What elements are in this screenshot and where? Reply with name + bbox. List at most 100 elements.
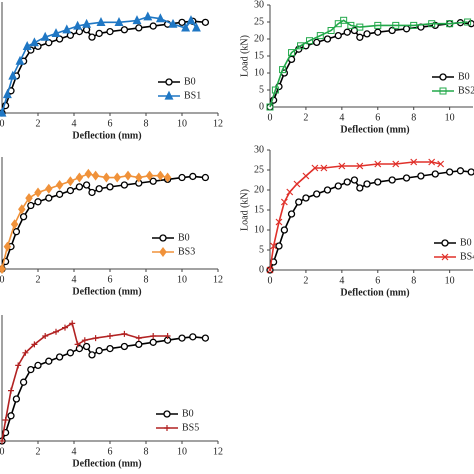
marker xyxy=(320,164,328,172)
marker xyxy=(201,18,210,27)
marker xyxy=(8,387,14,394)
marker xyxy=(95,185,103,193)
legend-marker xyxy=(439,73,447,81)
marker xyxy=(402,174,411,182)
y-tick-label: 30 xyxy=(254,0,264,10)
marker xyxy=(132,15,142,25)
marker xyxy=(42,333,49,339)
chart-panel: 0 2 4 6 8 10 12 Deflection (mm) B0 BS5 xyxy=(0,315,223,469)
marker xyxy=(82,18,92,28)
y-tick-label: 10 xyxy=(254,224,264,235)
marker xyxy=(374,178,382,186)
marker xyxy=(293,180,301,188)
marker xyxy=(374,21,382,29)
marker xyxy=(3,241,12,252)
legend-label: B0 xyxy=(184,76,196,87)
x-axis-label: Deflection (mm) xyxy=(72,458,141,469)
x-tick-label: 10 xyxy=(445,275,455,286)
marker xyxy=(88,351,96,359)
marker xyxy=(347,21,355,29)
y-tick-label: 20 xyxy=(254,184,264,195)
x-tick-label: 10 xyxy=(177,274,187,285)
marker xyxy=(286,188,294,196)
y-tick-label: 25 xyxy=(254,16,264,27)
marker xyxy=(323,186,332,194)
x-tick-label: 8 xyxy=(144,446,149,457)
marker xyxy=(266,103,274,111)
marker xyxy=(84,168,93,179)
marker xyxy=(156,170,165,181)
marker xyxy=(340,16,348,24)
x-tick-label: 10 xyxy=(177,118,187,129)
marker xyxy=(410,158,418,166)
marker xyxy=(107,333,113,339)
marker xyxy=(271,86,279,94)
x-tick-label: 4 xyxy=(72,446,77,457)
marker xyxy=(456,167,465,175)
marker xyxy=(297,42,305,50)
marker xyxy=(374,28,382,36)
marker xyxy=(374,160,382,168)
marker xyxy=(12,395,21,403)
marker xyxy=(135,335,142,342)
x-tick-label: 10 xyxy=(177,446,187,457)
marker xyxy=(92,335,99,342)
marker xyxy=(334,31,342,40)
marker xyxy=(88,33,96,41)
marker xyxy=(288,49,296,57)
marker xyxy=(7,412,15,420)
marker xyxy=(82,181,91,189)
legend-marker xyxy=(439,87,447,95)
marker xyxy=(402,25,411,33)
x-tick-label: 2 xyxy=(36,274,41,285)
marker xyxy=(62,324,68,331)
legend-marker xyxy=(164,425,170,431)
marker xyxy=(74,341,81,348)
marker xyxy=(2,417,9,423)
marker xyxy=(323,35,332,43)
marker xyxy=(437,160,445,168)
x-tick-label: 8 xyxy=(144,118,149,129)
marker xyxy=(66,176,75,187)
marker xyxy=(15,362,22,369)
chart-panel: 0 2 4 6 8 10 12 Deflection (mm) B0 BS3 xyxy=(0,157,223,297)
marker xyxy=(135,172,143,183)
y-tick-label: 20 xyxy=(254,33,264,44)
marker xyxy=(410,21,418,29)
marker xyxy=(356,162,364,170)
legend-marker xyxy=(159,234,167,242)
marker xyxy=(186,15,196,25)
y-tick-label: 5 xyxy=(259,244,264,255)
x-tick-label: 0 xyxy=(0,446,5,457)
chart-panel: 0 2 4 6 8 10 12 Deflection (mm) B0 BS1 xyxy=(0,2,223,141)
marker xyxy=(121,330,128,337)
x-axis-label: Deflection (mm) xyxy=(340,124,409,135)
marker xyxy=(356,23,364,31)
marker xyxy=(114,17,124,26)
marker xyxy=(467,168,474,176)
marker xyxy=(12,228,21,236)
series-line xyxy=(269,161,441,271)
legend-marker xyxy=(164,90,174,100)
marker xyxy=(327,27,335,34)
x-tick-label: 4 xyxy=(72,118,77,129)
legend-label: B0 xyxy=(182,408,194,419)
marker xyxy=(356,184,364,192)
marker xyxy=(428,158,436,166)
x-tick-label: 12 xyxy=(213,274,223,285)
legend-marker xyxy=(441,253,449,261)
marker xyxy=(27,201,35,210)
marker xyxy=(201,173,210,182)
legend-marker xyxy=(441,239,449,247)
marker xyxy=(113,172,121,183)
marker xyxy=(120,181,129,189)
marker xyxy=(106,183,114,191)
marker xyxy=(279,66,287,74)
marker xyxy=(311,164,319,172)
marker xyxy=(388,176,396,184)
legend-label: BS2 xyxy=(458,85,474,96)
marker xyxy=(201,334,210,342)
marker xyxy=(96,17,106,26)
legend-label: B0 xyxy=(460,237,472,248)
marker xyxy=(446,20,454,28)
